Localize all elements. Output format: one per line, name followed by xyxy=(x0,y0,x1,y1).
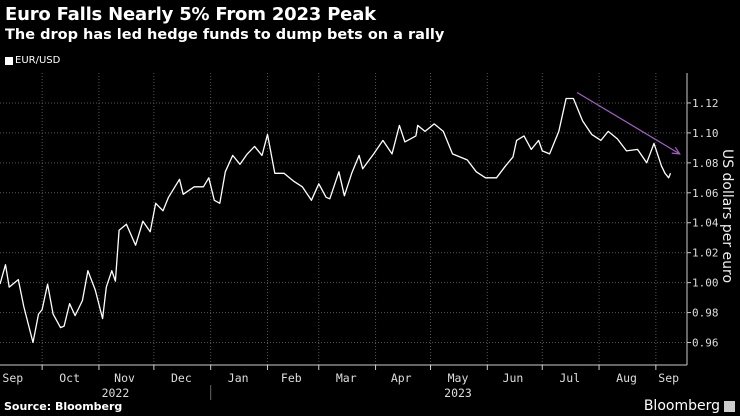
y-tick-label: 1.10 xyxy=(692,127,719,140)
legend-label: EUR/USD xyxy=(15,55,61,66)
x-tick-label: Nov xyxy=(114,371,135,385)
source-note: Source: Bloomberg xyxy=(4,400,123,413)
legend: EUR/USD xyxy=(5,55,60,66)
trend-arrowhead xyxy=(671,146,681,155)
x-tick-label: Mar xyxy=(336,371,357,385)
x-tick-label: Apr xyxy=(391,371,412,385)
y-tick-label: 0.98 xyxy=(692,307,719,320)
x-tick-label: Jan xyxy=(228,371,249,385)
chart-title: Euro Falls Nearly 5% From 2023 Peak xyxy=(5,4,376,25)
x-tick-label: Dec xyxy=(171,371,192,385)
chart-subtitle: The drop has led hedge funds to dump bet… xyxy=(5,27,445,43)
y-tick-label: 1.06 xyxy=(692,187,719,200)
legend-swatch xyxy=(5,56,13,65)
chart-icon xyxy=(724,401,735,412)
x-tick-label: Aug xyxy=(616,371,637,385)
x-tick-label: Sep xyxy=(658,371,679,385)
x-tick-label: Sep xyxy=(2,371,23,385)
x-tick-label: Jun xyxy=(503,371,524,385)
y-tick-label: 0.96 xyxy=(692,337,719,350)
trend-arrow xyxy=(576,91,680,155)
y-tick-label: 1.12 xyxy=(692,97,719,110)
y-tick-label: 1.04 xyxy=(692,217,719,230)
y-tick-label: 1.08 xyxy=(692,157,719,170)
brand-logo: Bloomberg xyxy=(643,398,720,414)
x-tick-label: Jul xyxy=(559,371,580,385)
year-label: 2022 xyxy=(102,386,130,400)
x-tick-label: May xyxy=(448,371,469,385)
y-tick-label: 1.02 xyxy=(692,247,719,260)
y-tick-label: 1.00 xyxy=(692,277,719,290)
year-label: 2023 xyxy=(444,386,472,400)
y-axis-title: US dollars per euro xyxy=(719,149,735,283)
series-line-eurusd xyxy=(0,97,672,344)
x-tick-label: Feb xyxy=(281,371,302,385)
x-tick-label: Oct xyxy=(59,371,80,385)
